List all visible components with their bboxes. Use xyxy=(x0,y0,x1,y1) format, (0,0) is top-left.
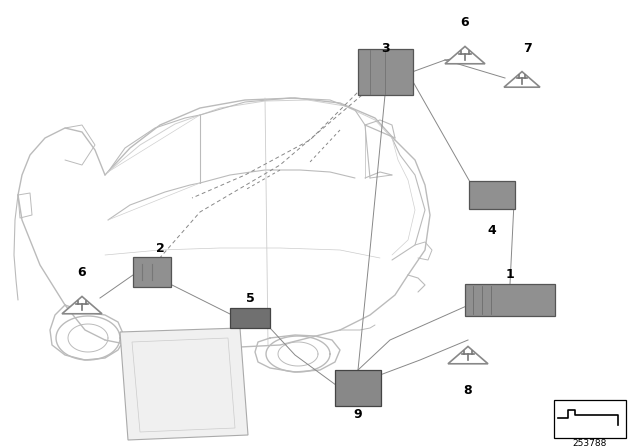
Bar xyxy=(465,284,555,316)
Bar xyxy=(133,257,171,287)
Bar xyxy=(554,400,626,438)
Text: 8: 8 xyxy=(464,383,472,396)
Bar xyxy=(230,308,270,328)
Text: 253788: 253788 xyxy=(573,439,607,448)
Text: 6: 6 xyxy=(77,266,86,279)
Text: 3: 3 xyxy=(381,42,389,55)
Text: 6: 6 xyxy=(461,16,469,29)
Polygon shape xyxy=(504,72,540,87)
Bar xyxy=(469,181,515,209)
Text: 1: 1 xyxy=(506,268,515,281)
Bar xyxy=(358,49,413,95)
Text: 5: 5 xyxy=(246,292,254,305)
Text: 9: 9 xyxy=(354,409,362,422)
Text: 4: 4 xyxy=(488,224,497,237)
Polygon shape xyxy=(120,328,248,440)
Text: 2: 2 xyxy=(156,241,164,254)
Polygon shape xyxy=(448,346,488,364)
Polygon shape xyxy=(62,297,102,314)
Text: 7: 7 xyxy=(524,42,532,55)
Bar xyxy=(335,370,381,406)
Polygon shape xyxy=(445,47,485,64)
